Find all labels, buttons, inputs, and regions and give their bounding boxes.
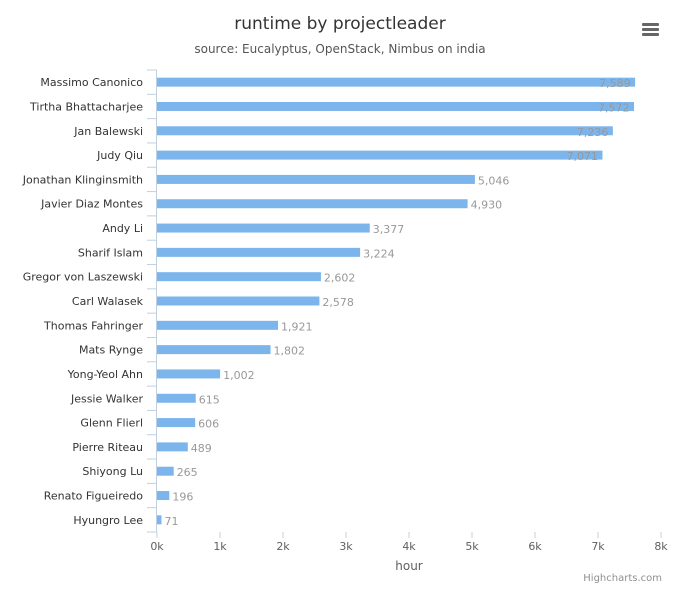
bar [157, 491, 170, 501]
data-label: 1,002 [223, 369, 255, 382]
bar [157, 247, 361, 257]
x-tick-label: 7k [591, 540, 605, 553]
data-label: 1,921 [281, 320, 313, 333]
x-tick-label: 8k [654, 540, 668, 553]
bar [157, 466, 174, 476]
data-label: 606 [198, 418, 219, 431]
bar [157, 442, 188, 452]
x-tick-label: 0k [150, 540, 164, 553]
bar [157, 272, 321, 282]
data-label: 3,377 [373, 223, 405, 236]
data-label: 7,071 [566, 150, 598, 163]
category-label: Jan Balewski [73, 125, 143, 138]
category-label: Andy Li [102, 222, 143, 235]
bar [157, 101, 635, 111]
data-label: 71 [164, 515, 178, 528]
x-axis-title: hour [395, 559, 423, 573]
bar [157, 223, 370, 233]
category-label: Gregor von Laszewski [23, 271, 143, 284]
x-tick-label: 4k [402, 540, 416, 553]
category-label: Hyungro Lee [73, 514, 143, 527]
bar [157, 393, 196, 403]
data-label: 615 [199, 393, 220, 406]
category-label: Renato Figueiredo [44, 490, 144, 503]
credits-link[interactable]: Highcharts.com [583, 573, 662, 584]
category-label: Javier Diaz Montes [40, 198, 143, 211]
bar [157, 296, 320, 306]
data-label: 4,930 [471, 199, 503, 212]
chart-subtitle: source: Eucalyptus, OpenStack, Nimbus on… [194, 42, 486, 56]
data-label: 5,046 [478, 174, 510, 187]
data-label: 1,802 [274, 345, 306, 358]
bar [157, 369, 221, 379]
data-label: 7,589 [599, 77, 631, 90]
data-label: 265 [177, 466, 198, 479]
bar [157, 418, 196, 428]
bar [157, 199, 468, 209]
category-label: Jonathan Klinginsmith [22, 173, 143, 186]
bar [157, 515, 162, 525]
category-label: Judy Qiu [96, 149, 143, 162]
category-label: Thomas Fahringer [43, 319, 143, 332]
data-label: 7,572 [598, 101, 630, 114]
x-tick-label: 2k [276, 540, 290, 553]
hamburger-menu-icon[interactable] [636, 18, 666, 42]
data-label: 2,578 [322, 296, 354, 309]
x-tick-label: 1k [213, 540, 227, 553]
data-label: 489 [191, 442, 212, 455]
category-label: Yong-Yeol Ahn [67, 368, 143, 381]
bar [157, 126, 613, 136]
category-label: Shiyong Lu [82, 465, 143, 478]
category-label: Carl Walasek [72, 295, 144, 308]
category-label: Jessie Walker [70, 392, 144, 405]
category-label: Tirtha Bhattacharjee [29, 100, 143, 113]
x-tick-label: 5k [465, 540, 479, 553]
data-label: 7,236 [577, 126, 609, 139]
category-label: Mats Rynge [79, 344, 143, 357]
category-label: Glenn Flierl [80, 417, 143, 430]
bar [157, 174, 475, 184]
category-label: Massimo Canonico [40, 76, 143, 89]
bar [157, 77, 636, 87]
chart-title: runtime by projectleader [234, 14, 446, 34]
category-label: Pierre Riteau [72, 441, 143, 454]
bar [157, 345, 271, 355]
x-tick-label: 3k [339, 540, 353, 553]
category-label: Sharif Islam [78, 246, 143, 259]
bar [157, 320, 279, 330]
x-tick-label: 6k [528, 540, 542, 553]
data-label: 3,224 [363, 247, 395, 260]
data-label: 196 [172, 491, 193, 504]
data-label: 2,602 [324, 272, 356, 285]
bar [157, 150, 603, 160]
